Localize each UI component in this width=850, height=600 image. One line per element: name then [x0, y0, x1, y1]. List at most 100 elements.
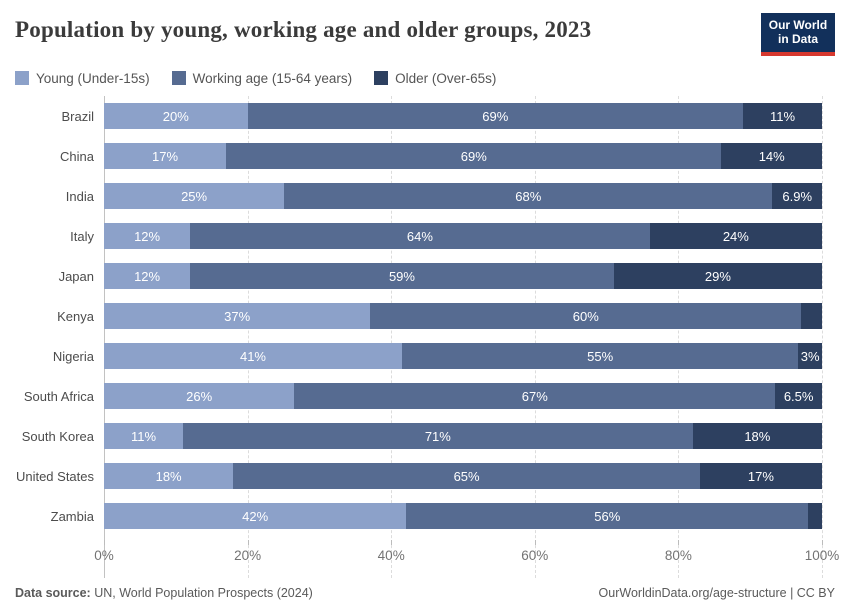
bar-segment[interactable]: 29% [613, 263, 822, 289]
axis-tick [247, 540, 249, 545]
axis-tick-label: 0% [94, 548, 114, 563]
owid-logo[interactable]: Our World in Data [761, 13, 835, 56]
chart-row: India 25% 68% 6.9% [15, 176, 835, 216]
bar-track: 37% 60% [104, 303, 822, 329]
bar-segment[interactable]: 69% [226, 143, 722, 169]
bar-segment[interactable] [801, 303, 822, 329]
bar-segment[interactable]: 6.5% [775, 383, 822, 409]
axis-tick-label: 20% [234, 548, 262, 563]
bar-segment[interactable]: 59% [190, 263, 614, 289]
bar-segment[interactable]: 60% [370, 303, 802, 329]
bar-value-label: 12% [134, 228, 161, 244]
bar-value-label: 6.5% [783, 388, 814, 404]
bar-segment[interactable]: 18% [104, 463, 234, 489]
country-label: Brazil [61, 108, 94, 124]
bar-segment[interactable]: 25% [104, 183, 285, 209]
bar-track: 26% 67% 6.5% [104, 383, 822, 409]
bar-segment[interactable]: 67% [294, 383, 776, 409]
bar-value-label: 18% [155, 468, 182, 484]
bar-segment[interactable]: 55% [401, 343, 799, 369]
bar-value-label: 69% [460, 148, 487, 164]
chart-row: China 17% 69% 14% [15, 136, 835, 176]
legend-label: Working age (15-64 years) [192, 70, 353, 86]
country-label: Kenya [57, 308, 94, 324]
country-label: India [65, 188, 94, 204]
legend-swatch-icon [15, 71, 29, 85]
gridline [247, 96, 249, 578]
bar-segment[interactable]: 69% [247, 103, 743, 129]
chart-row: Japan 12% 59% 29% [15, 256, 835, 296]
bar-value-label: 18% [744, 428, 771, 444]
legend: Young (Under-15s) Working age (15-64 year… [15, 69, 835, 87]
chart-rows: Brazil 20% 69% 11% China 17% 69% 14% India 25% 68%… [15, 96, 835, 536]
country-label: Nigeria [52, 348, 94, 364]
bar-segment[interactable]: 3% [798, 343, 822, 369]
bar-segment[interactable]: 65% [233, 463, 700, 489]
chart-row: Nigeria 41% 55% 3% [15, 336, 835, 376]
bar-segment[interactable]: 64% [190, 223, 650, 249]
bar-track: 11% 71% 18% [104, 423, 822, 449]
legend-item[interactable]: Young (Under-15s) [15, 71, 150, 86]
bar-segment[interactable]: 12% [104, 263, 191, 289]
gridlines [104, 96, 823, 578]
legend-swatch-icon [171, 71, 186, 85]
bar-value-label: 20% [162, 108, 189, 124]
bar-value-label: 59% [388, 268, 415, 284]
bar-value-label: 14% [758, 148, 785, 164]
bar-segment[interactable]: 17% [699, 463, 822, 489]
bar-segment[interactable] [808, 503, 822, 529]
bar-value-label: 11% [769, 108, 796, 124]
bar-value-label: 67% [521, 388, 548, 404]
bar-segment[interactable]: 11% [743, 103, 822, 129]
bar-segment[interactable]: 17% [104, 143, 227, 169]
bar-value-label: 69% [482, 108, 509, 124]
bar-segment[interactable]: 12% [104, 223, 191, 249]
country-label: Italy [70, 228, 94, 244]
stacked-bar-chart: Brazil 20% 69% 11% China 17% 69% 14% India 25% 68%… [15, 96, 839, 578]
country-label: United States [15, 468, 94, 484]
bar-segment[interactable]: 68% [284, 183, 773, 209]
bar-track: 12% 64% 24% [104, 223, 822, 249]
axis-tick-label: 60% [521, 548, 549, 563]
owid-logo-line1: Our World [768, 17, 828, 32]
chart-row: Brazil 20% 69% 11% [15, 96, 835, 136]
data-source-label: Data source: [15, 586, 91, 600]
footer-link[interactable]: OurWorldinData.org/age-structure | CC BY [598, 586, 835, 600]
bar-value-label: 29% [704, 268, 731, 284]
legend-item[interactable]: Working age (15-64 years) [171, 70, 353, 86]
bar-value-label: 12% [134, 268, 161, 284]
axis-tick-label: 100% [804, 548, 840, 563]
gridline [391, 96, 393, 578]
chart-row: United States 18% 65% 17% [15, 456, 835, 496]
legend-label: Young (Under-15s) [36, 70, 150, 86]
bar-segment[interactable]: 18% [692, 423, 822, 449]
gridline [822, 96, 823, 578]
chart-row: South Africa 26% 67% 6.5% [15, 376, 835, 416]
bar-segment[interactable]: 24% [649, 223, 822, 249]
bar-value-label: 42% [242, 508, 269, 524]
legend-item[interactable]: Older (Over-65s) [374, 71, 496, 86]
bar-segment[interactable]: 11% [104, 423, 183, 449]
bar-track: 12% 59% 29% [104, 263, 822, 289]
bar-value-label: 37% [224, 308, 251, 324]
bar-segment[interactable]: 6.9% [772, 183, 822, 209]
country-label: Zambia [50, 508, 94, 524]
chart-row: Zambia 42% 56% [15, 496, 835, 536]
bar-segment[interactable]: 37% [104, 303, 371, 329]
bar-segment[interactable]: 42% [104, 503, 407, 529]
owid-logo-line2: in Data [777, 31, 818, 46]
bar-segment[interactable]: 26% [104, 383, 295, 409]
bar-segment[interactable]: 41% [104, 343, 402, 369]
bar-value-label: 24% [722, 228, 749, 244]
bar-track: 20% 69% 11% [104, 103, 822, 129]
bar-segment[interactable]: 14% [721, 143, 822, 169]
bar-value-label: 71% [424, 428, 451, 444]
bar-segment[interactable]: 56% [406, 503, 809, 529]
gridline [678, 96, 680, 578]
bar-value-label: 41% [239, 348, 266, 364]
legend-label: Older (Over-65s) [395, 70, 497, 86]
bar-segment[interactable]: 20% [104, 103, 248, 129]
bar-segment[interactable]: 71% [182, 423, 693, 449]
country-label: South Africa [23, 388, 94, 404]
